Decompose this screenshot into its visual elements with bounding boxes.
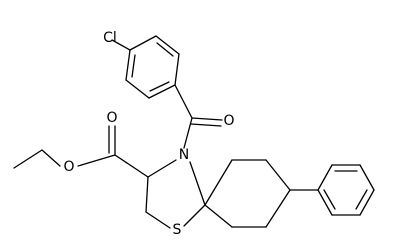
atom-label: O [63, 159, 74, 175]
atom-labels: Cl O O O N S [63, 30, 234, 237]
bond [265, 189, 291, 228]
bond [155, 35, 180, 55]
bond [317, 164, 333, 191]
bond [323, 189, 336, 210]
atom-label: N [179, 147, 189, 163]
bond [190, 123, 222, 127]
bond [145, 176, 149, 213]
atom-label: Cl [103, 30, 117, 46]
bond [41, 149, 61, 167]
bond [149, 81, 170, 92]
bond [147, 159, 177, 178]
bond [204, 159, 233, 206]
bond [355, 189, 368, 210]
atom-label: O [223, 113, 234, 129]
bond [13, 149, 43, 169]
bond [131, 54, 136, 78]
bond [125, 49, 131, 81]
bond [204, 204, 233, 228]
atom-label: O [106, 110, 117, 126]
bond [189, 161, 206, 206]
bond [191, 117, 223, 121]
atom-label: S [173, 222, 182, 237]
bond [265, 159, 291, 191]
bond [145, 211, 171, 229]
bond [183, 117, 193, 149]
bond [174, 53, 180, 86]
bond [317, 189, 333, 216]
bond [183, 204, 206, 227]
bond [359, 189, 375, 216]
bond [111, 39, 131, 51]
bond [148, 84, 176, 99]
bonds [13, 35, 375, 229]
bond [77, 154, 116, 167]
bond [125, 79, 150, 99]
bond [359, 164, 375, 191]
bond [156, 42, 174, 57]
bond [129, 35, 157, 51]
bond [114, 154, 149, 178]
bond [174, 84, 193, 119]
